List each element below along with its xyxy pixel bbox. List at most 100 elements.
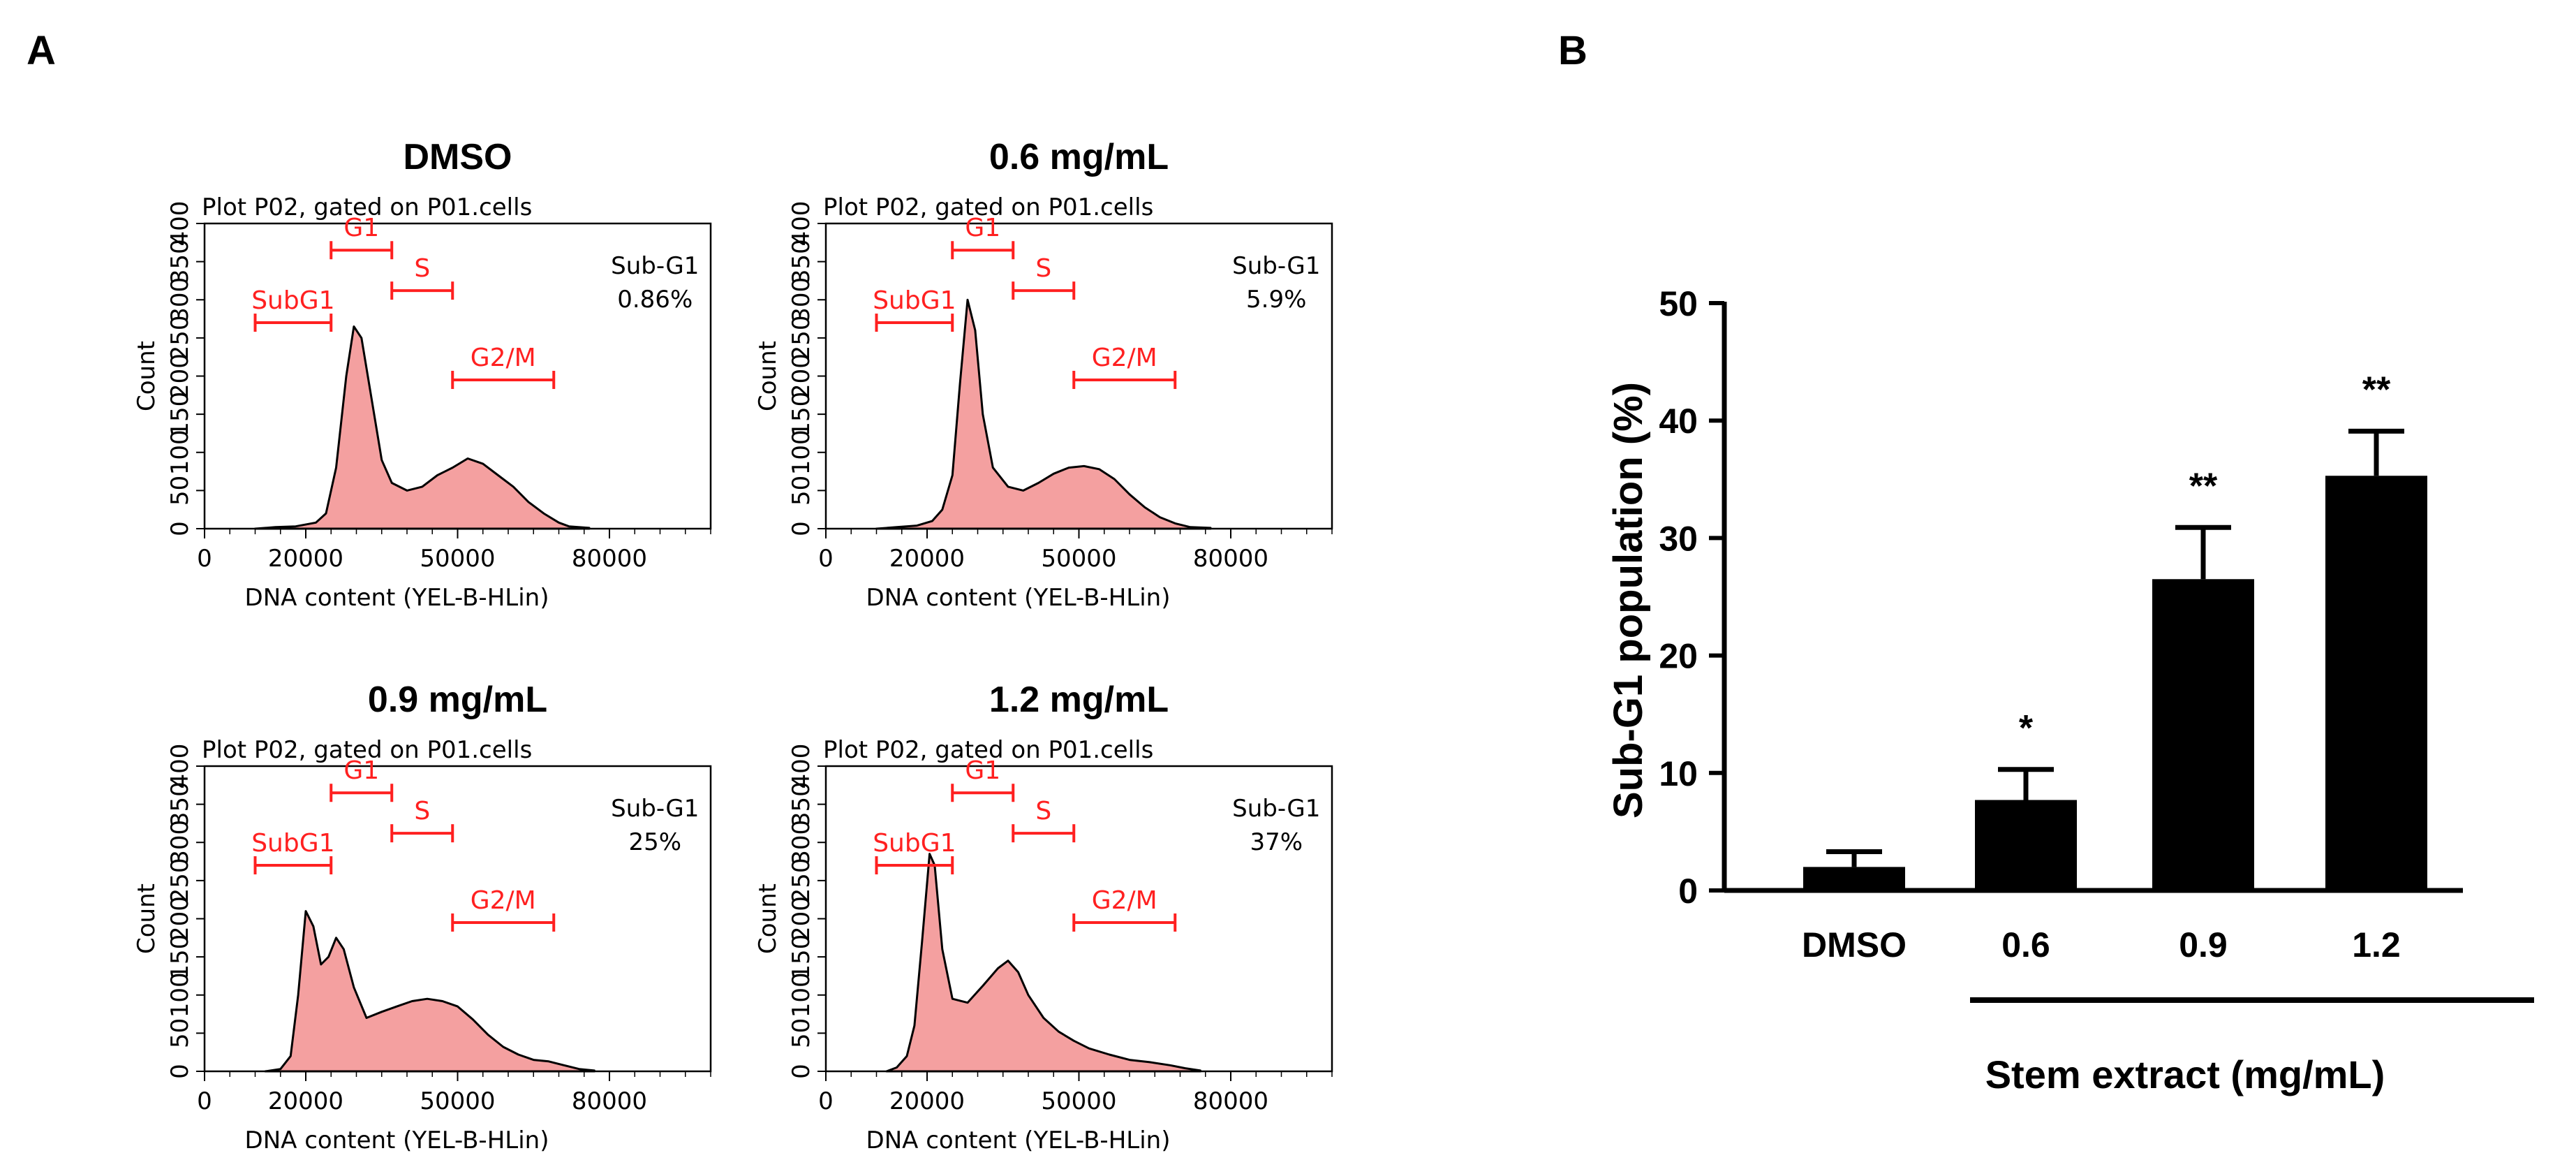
x-tick-label: 50000 — [420, 545, 495, 573]
x-tick-label: 80000 — [1193, 545, 1268, 573]
x-axis-label: DNA content (YEL-B-HLin) — [245, 584, 549, 612]
y-tick-label: 150 — [787, 392, 815, 437]
x-axis-label: DNA content (YEL-B-HLin) — [866, 1126, 1171, 1154]
sub-g1-annotation-label: Sub-G1 — [611, 795, 699, 823]
bar — [1803, 867, 1905, 890]
gate-label: G2/M — [1092, 344, 1157, 372]
x-tick-label: 50000 — [1041, 545, 1116, 573]
histogram-area — [885, 853, 1201, 1073]
sub-g1-annotation-label: Sub-G1 — [1232, 795, 1320, 823]
y-tick-label: 200 — [787, 353, 815, 399]
gate-label: S — [414, 797, 430, 825]
histogram-title: 0.6 mg/mL — [989, 137, 1169, 177]
sub-g1-bar-chart: Sub-G1 population (%) Stem extract (mg/m… — [1606, 284, 2534, 1096]
y-tick-label: 200 — [166, 353, 194, 399]
sub-g1-annotation-value: 0.86% — [617, 286, 693, 314]
x-tick-label: 0 — [197, 545, 212, 573]
y-tick-label: 350 — [166, 239, 194, 284]
histogram-0-6-mg-ml: 0.6 mg/mL Plot P02, gated on P01.cells S… — [754, 137, 1333, 612]
y-tick-label: 400 — [166, 744, 194, 789]
y-tick-label: 0 — [166, 521, 194, 536]
sub-g1-annotation-value: 37% — [1250, 828, 1303, 856]
y-tick-label: 50 — [166, 1018, 194, 1048]
y-tick-label: 300 — [787, 820, 815, 865]
y-tick-label: 200 — [166, 896, 194, 941]
histogram-area — [254, 325, 591, 530]
y-tick-label: 300 — [787, 277, 815, 323]
y-tick-label: 350 — [787, 239, 815, 284]
histogram-0-9-mg-ml: 0.9 mg/mL Plot P02, gated on P01.cells S… — [133, 680, 712, 1154]
histogram-subtitle: Plot P02, gated on P01.cells — [202, 736, 532, 764]
y-tick-label: 300 — [166, 277, 194, 323]
y-tick-label: 20 — [1659, 637, 1698, 676]
y-tick-label: 100 — [166, 430, 194, 475]
panel-b-label: B — [1558, 28, 1587, 73]
y-tick-label: 400 — [787, 744, 815, 789]
gate-label: SubG1 — [873, 286, 956, 315]
y-tick-label: 250 — [787, 315, 815, 360]
y-tick-label: 50 — [1659, 284, 1698, 323]
y-tick-label: 200 — [787, 896, 815, 941]
histogram-title: 1.2 mg/mL — [989, 680, 1169, 720]
y-tick-label: 50 — [787, 476, 815, 506]
sub-g1-annotation-label: Sub-G1 — [611, 252, 699, 280]
x-tick-label: DMSO — [1802, 925, 1907, 964]
y-tick-label: 40 — [1659, 402, 1698, 441]
gate-label: G1 — [343, 756, 379, 785]
histogram-dmso: DMSO Plot P02, gated on P01.cells Sub-G1… — [133, 137, 712, 612]
y-tick-label: 50 — [787, 1018, 815, 1048]
sub-g1-annotation-value: 25% — [628, 828, 681, 856]
x-tick-label: 80000 — [572, 545, 647, 573]
histogram-area — [264, 910, 595, 1073]
y-tick-label: 250 — [787, 858, 815, 903]
y-tick-label: 400 — [166, 201, 194, 247]
x-axis-label: DNA content (YEL-B-HLin) — [866, 584, 1171, 612]
y-tick-label: 150 — [166, 934, 194, 980]
significance-marker: ** — [2189, 466, 2218, 506]
y-tick-label: 250 — [166, 315, 194, 360]
y-tick-label: 0 — [787, 521, 815, 536]
y-axis-label: Count — [133, 341, 161, 411]
y-axis-label: Count — [133, 883, 161, 954]
y-tick-label: 100 — [787, 972, 815, 1018]
gate-label: S — [414, 254, 430, 283]
y-tick-label: 250 — [166, 858, 194, 903]
gate-label: G1 — [343, 214, 379, 242]
bar — [2325, 476, 2427, 890]
x-tick-label: 1.2 — [2352, 925, 2401, 964]
y-tick-label: 0 — [787, 1064, 815, 1079]
x-tick-label: 0.9 — [2179, 925, 2228, 964]
histogram-subtitle: Plot P02, gated on P01.cells — [202, 193, 532, 221]
x-tick-label: 50000 — [1041, 1087, 1116, 1115]
histogram-title: DMSO — [404, 137, 512, 177]
gate-label: SubG1 — [251, 829, 334, 858]
gate-label: G1 — [965, 214, 1000, 242]
x-tick-label: 0 — [818, 1087, 834, 1115]
histogram-title: 0.9 mg/mL — [368, 680, 547, 720]
significance-marker: ** — [2362, 369, 2391, 410]
y-tick-label: 0 — [166, 1064, 194, 1079]
y-tick-label: 30 — [1659, 519, 1698, 558]
significance-marker: * — [2019, 708, 2034, 749]
y-tick-label: 0 — [1678, 872, 1698, 911]
gate-label: G1 — [965, 756, 1000, 785]
histogram-1-2-mg-ml: 1.2 mg/mL Plot P02, gated on P01.cells S… — [754, 680, 1333, 1154]
gate-label: S — [1035, 254, 1051, 283]
y-tick-label: 50 — [166, 476, 194, 506]
y-axis-label: Count — [754, 883, 782, 954]
gate-label: G2/M — [471, 344, 536, 372]
x-tick-label: 80000 — [572, 1087, 647, 1115]
y-tick-label: 300 — [166, 820, 194, 865]
y-tick-label: 10 — [1659, 754, 1698, 793]
gate-label: SubG1 — [873, 829, 956, 858]
x-axis-label: DNA content (YEL-B-HLin) — [245, 1126, 549, 1154]
sub-g1-annotation-label: Sub-G1 — [1232, 252, 1320, 280]
y-tick-label: 150 — [166, 392, 194, 437]
x-tick-label: 20000 — [268, 545, 343, 573]
x-tick-label: 0 — [197, 1087, 212, 1115]
gate-label: G2/M — [1092, 886, 1157, 915]
sub-g1-annotation-value: 5.9% — [1246, 286, 1306, 314]
histogram-subtitle: Plot P02, gated on P01.cells — [823, 193, 1153, 221]
y-tick-label: 100 — [166, 972, 194, 1018]
